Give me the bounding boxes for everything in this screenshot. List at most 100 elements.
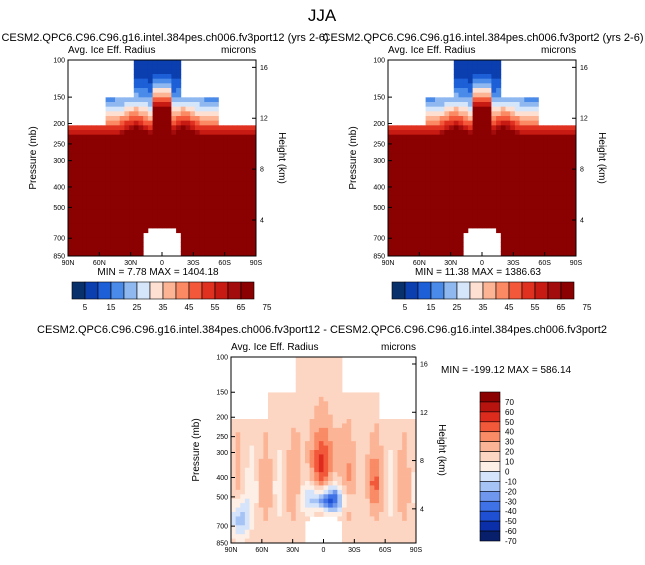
y-tick-label: 500 [53,205,65,212]
data-cell [286,463,292,469]
data-cell [388,436,394,442]
data-cell [171,214,177,220]
data-cell [355,485,361,491]
data-cell [420,237,426,243]
data-cell [351,401,357,407]
data-cell [365,410,371,415]
data-cell [538,237,544,243]
data-cell [505,153,511,159]
data-cell [402,228,408,234]
data-cell [176,69,182,75]
data-cell [235,512,241,517]
data-cell [397,214,403,220]
y-tick-label: 150 [216,390,228,397]
data-cell [332,498,338,504]
data-cell [82,139,88,145]
y-tick-label: 400 [53,184,65,191]
panel2-plot-area [388,60,577,257]
data-cell [286,414,292,420]
data-cell [72,139,78,145]
data-cell [86,172,92,178]
data-cell [552,237,558,243]
data-cell [486,204,492,210]
data-cell [176,92,182,98]
data-cell [143,97,149,103]
data-cell [472,214,478,220]
data-cell [374,489,380,495]
data-cell [435,246,441,252]
data-cell [119,153,125,159]
data-cell [199,148,205,154]
data-cell [124,218,130,224]
data-cell [430,111,436,117]
data-cell [430,134,436,140]
data-cell [379,432,385,438]
data-cell [268,441,274,446]
data-cell [249,476,255,482]
data-cell [463,148,469,154]
data-cell [237,223,243,229]
data-cell [235,427,241,433]
data-cell [223,195,229,201]
data-cell [105,97,111,103]
data-cell [251,158,257,164]
data-cell [463,64,469,70]
data-cell [323,481,329,486]
data-cell [524,190,530,196]
data-cell [129,176,135,182]
data-cell [449,195,455,201]
data-cell [281,427,287,433]
y-tick-label: 100 [53,58,65,65]
colorbar-swatch [479,441,501,452]
panel3-stats: MIN = -199.12 MAX = 586.14 [441,365,572,376]
data-cell [388,190,394,196]
y-tick-label: 150 [53,95,65,102]
data-cell [402,520,408,526]
data-cell [314,410,320,415]
data-cell [176,195,182,201]
colorbar-swatch [136,281,151,300]
data-cell [119,218,125,224]
data-cell [411,472,417,477]
data-cell [416,158,422,164]
data-cell [369,436,375,442]
data-cell [218,232,224,238]
data-cell [388,481,394,486]
data-cell [346,454,352,460]
data-cell [392,190,398,196]
data-cell [425,246,431,252]
data-cell [272,485,278,491]
data-cell [458,64,464,70]
data-cell [365,472,371,477]
data-cell [472,111,478,117]
data-cell [416,251,422,257]
data-cell [369,529,375,535]
data-cell [272,534,278,539]
data-cell [309,374,315,380]
data-cell [268,485,274,491]
data-cell [277,494,283,500]
data-cell [91,125,97,131]
data-cell [463,186,469,192]
data-cell [557,172,563,178]
data-cell [223,228,229,234]
data-cell [147,153,153,159]
data-cell [72,204,78,210]
data-cell [472,172,478,178]
data-cell [425,116,431,122]
y2-axis-title: Height (km) [596,132,607,184]
data-cell [557,153,563,159]
data-cell [453,214,459,220]
data-cell [360,454,366,460]
colorbar-swatch [469,281,484,300]
data-cell [561,242,567,248]
data-cell [237,139,243,145]
data-cell [472,209,478,215]
data-cell [162,209,168,215]
data-cell [482,106,488,112]
data-cell [213,111,219,117]
data-cell [355,494,361,500]
data-cell [133,218,139,224]
data-cell [332,365,338,371]
data-cell [346,525,352,531]
